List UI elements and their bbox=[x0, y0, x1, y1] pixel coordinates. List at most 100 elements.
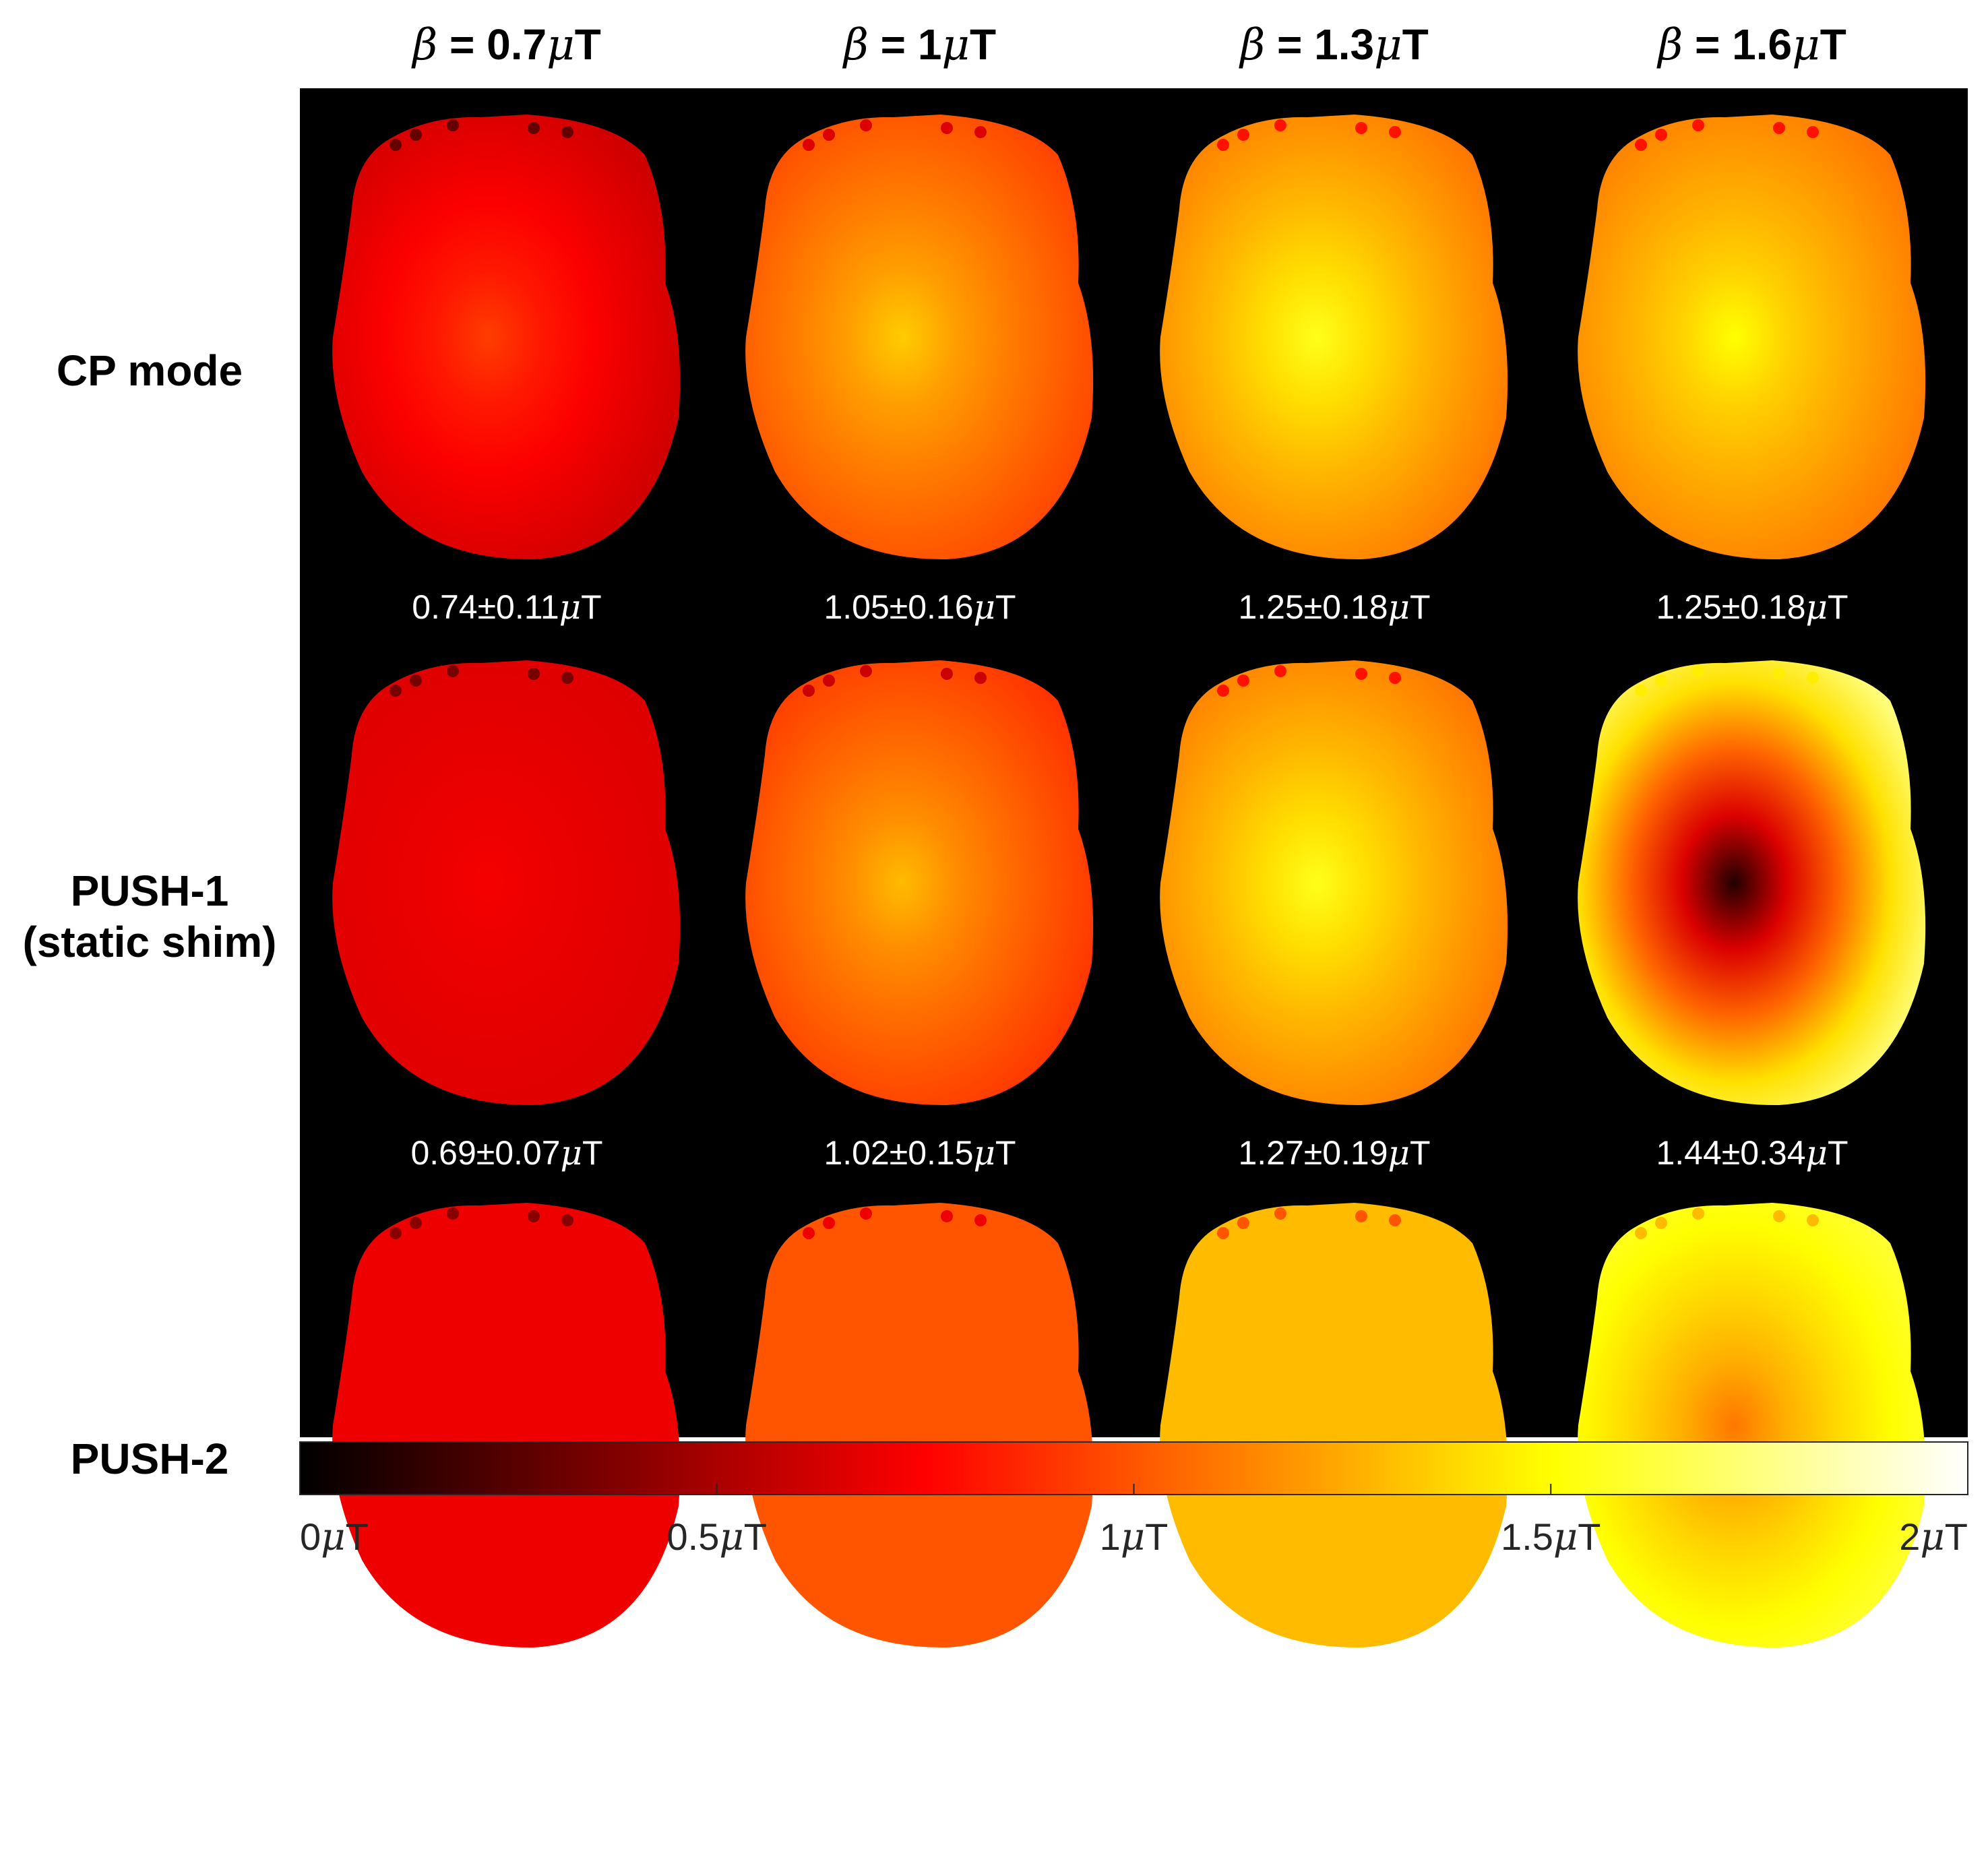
map-notch bbox=[1355, 122, 1367, 134]
map-notch bbox=[860, 665, 872, 677]
map-notch bbox=[860, 119, 872, 131]
b1-map-cell bbox=[1578, 115, 1926, 560]
map-notch bbox=[447, 665, 459, 677]
column-title: β = 1.3μT bbox=[1239, 20, 1429, 70]
stat-label: 1.43±0.12μT bbox=[1656, 1674, 1848, 1713]
map-notch bbox=[1355, 1210, 1367, 1222]
map-notch bbox=[1807, 672, 1819, 684]
map-notch bbox=[447, 1207, 459, 1220]
map-notch bbox=[803, 1227, 815, 1239]
map-notch bbox=[1274, 665, 1286, 677]
map-notch bbox=[1773, 668, 1785, 680]
stat-label: 0.74±0.11μT bbox=[412, 588, 601, 627]
map-notch bbox=[1217, 685, 1229, 697]
map-notch bbox=[1773, 122, 1785, 134]
b1-map-cell bbox=[332, 1203, 681, 1648]
map-notch bbox=[528, 668, 540, 680]
map-notch bbox=[1807, 1214, 1819, 1226]
colorbar-tick-label: 2μT bbox=[1899, 1515, 1968, 1559]
map-notch bbox=[1773, 1210, 1785, 1222]
stat-label: 1.44±0.34μT bbox=[1656, 1133, 1848, 1172]
b1-map-cell bbox=[1160, 115, 1508, 560]
map-notch bbox=[410, 129, 422, 141]
map-notch bbox=[1389, 1214, 1401, 1226]
map-notch bbox=[823, 129, 835, 141]
map-notch bbox=[1274, 1207, 1286, 1220]
map-notch bbox=[410, 674, 422, 687]
map-notch bbox=[1237, 1217, 1249, 1229]
map-notch bbox=[561, 672, 573, 684]
stat-label: 1.05±0.16μT bbox=[824, 588, 1016, 627]
map-notch bbox=[1217, 1227, 1229, 1239]
map-notch bbox=[974, 672, 987, 684]
map-notch bbox=[1692, 1207, 1704, 1220]
stat-label: 1.02±0.15μT bbox=[824, 1133, 1016, 1172]
row-label: PUSH-1 bbox=[71, 867, 229, 915]
stat-label: 1.30±0.02μT bbox=[1238, 1674, 1430, 1713]
row-label: CP mode bbox=[57, 346, 243, 395]
map-notch bbox=[823, 674, 835, 687]
map-notch bbox=[410, 1217, 422, 1229]
b1-map-cell bbox=[745, 1203, 1094, 1648]
map-notch bbox=[941, 1210, 953, 1222]
stat-label: 1.00±0.02μT bbox=[824, 1674, 1016, 1713]
map-notch bbox=[390, 685, 402, 697]
map-notch bbox=[974, 126, 987, 138]
b1-map-cell bbox=[332, 115, 681, 560]
map-notch bbox=[528, 122, 540, 134]
map-notch bbox=[1635, 139, 1647, 151]
column-title: β = 1.6μT bbox=[1656, 20, 1846, 70]
colorbar-tick-label: 0.5μT bbox=[667, 1515, 767, 1559]
b1-map-cell bbox=[1578, 660, 1926, 1106]
map-notch bbox=[803, 139, 815, 151]
b1-map-cell bbox=[1578, 1203, 1926, 1648]
colorbar-tick-label: 0μT bbox=[300, 1515, 369, 1559]
stat-label: 0.70±0.01μT bbox=[410, 1674, 602, 1713]
row-label: (static shim) bbox=[23, 918, 277, 966]
map-notch bbox=[447, 119, 459, 131]
map-notch bbox=[1692, 665, 1704, 677]
map-notch bbox=[1655, 674, 1667, 687]
map-notch bbox=[1237, 129, 1249, 141]
map-notch bbox=[390, 139, 402, 151]
b1-map-cell bbox=[745, 115, 1094, 560]
b1-map-cell bbox=[1160, 660, 1508, 1106]
map-notch bbox=[1389, 126, 1401, 138]
row-labels: CP mode PUSH-1(static shim) PUSH-2 bbox=[23, 346, 277, 1483]
map-notch bbox=[1355, 668, 1367, 680]
column-title: β = 0.7μT bbox=[411, 20, 601, 70]
map-notch bbox=[823, 1217, 835, 1229]
map-notch bbox=[941, 122, 953, 134]
map-notch bbox=[974, 1214, 987, 1226]
stat-label: 0.69±0.07μT bbox=[410, 1133, 602, 1172]
map-grid bbox=[332, 115, 1926, 1648]
row-label: PUSH-2 bbox=[71, 1435, 229, 1483]
column-title: β = 1μT bbox=[842, 20, 996, 70]
stat-label: 1.27±0.19μT bbox=[1238, 1133, 1430, 1172]
colorbar-tick-label: 1.5μT bbox=[1501, 1515, 1601, 1559]
map-notch bbox=[1692, 119, 1704, 131]
map-notch bbox=[1635, 685, 1647, 697]
map-notch bbox=[561, 126, 573, 138]
column-titles: β = 0.7μT β = 1μT β = 1.3μT β = 1.6μT bbox=[411, 20, 1846, 70]
map-notch bbox=[1217, 139, 1229, 151]
map-notch bbox=[561, 1214, 573, 1226]
stat-label: 1.25±0.18μT bbox=[1656, 588, 1848, 627]
stat-label: 1.25±0.18μT bbox=[1238, 588, 1430, 627]
map-notch bbox=[860, 1207, 872, 1220]
map-notch bbox=[1807, 126, 1819, 138]
map-notch bbox=[1237, 674, 1249, 687]
map-notch bbox=[528, 1210, 540, 1222]
map-notch bbox=[941, 668, 953, 680]
stat-labels: 0.74±0.11μT 1.05±0.16μT 1.25±0.18μT 1.25±0.… bbox=[410, 588, 1848, 1713]
b1-map-cell bbox=[745, 660, 1094, 1106]
b1-map-cell bbox=[332, 660, 681, 1106]
map-notch bbox=[390, 1227, 402, 1239]
colorbar: 0μT 0.5μT 1μT 1.5μT 2μT bbox=[299, 1441, 1968, 1559]
map-notch bbox=[803, 685, 815, 697]
map-notch bbox=[1389, 672, 1401, 684]
map-notch bbox=[1655, 129, 1667, 141]
colorbar-tick-label: 1μT bbox=[1100, 1515, 1169, 1559]
map-notch bbox=[1655, 1217, 1667, 1229]
